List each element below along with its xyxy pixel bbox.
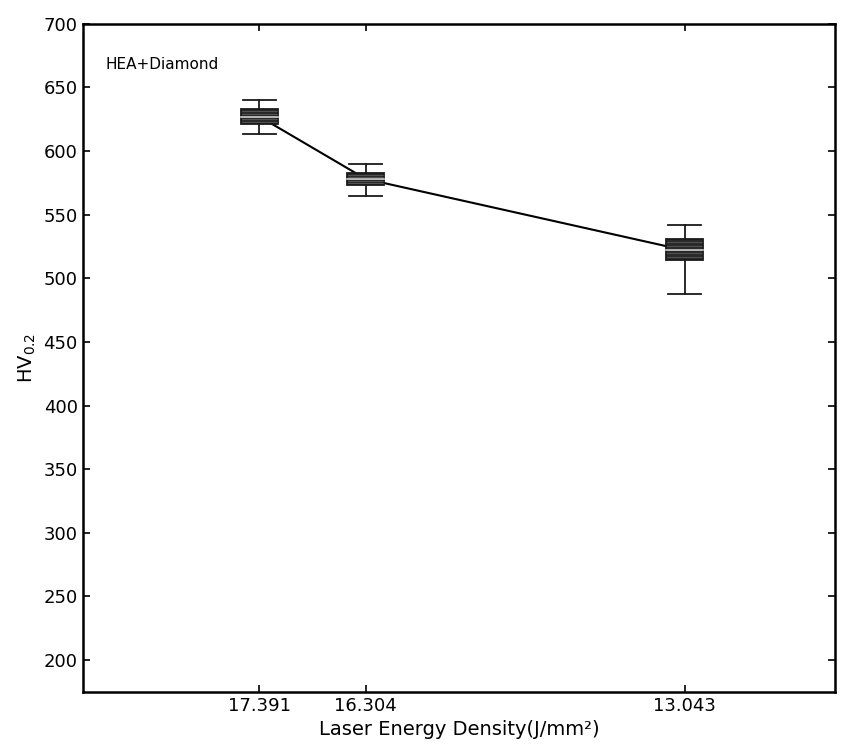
FancyBboxPatch shape	[347, 172, 384, 185]
FancyBboxPatch shape	[241, 109, 278, 124]
Text: HEA+Diamond: HEA+Diamond	[105, 57, 218, 72]
FancyBboxPatch shape	[666, 239, 703, 260]
X-axis label: Laser Energy Density(J/mm²): Laser Energy Density(J/mm²)	[319, 720, 599, 739]
Y-axis label: HV$_{0.2}$: HV$_{0.2}$	[17, 333, 38, 383]
